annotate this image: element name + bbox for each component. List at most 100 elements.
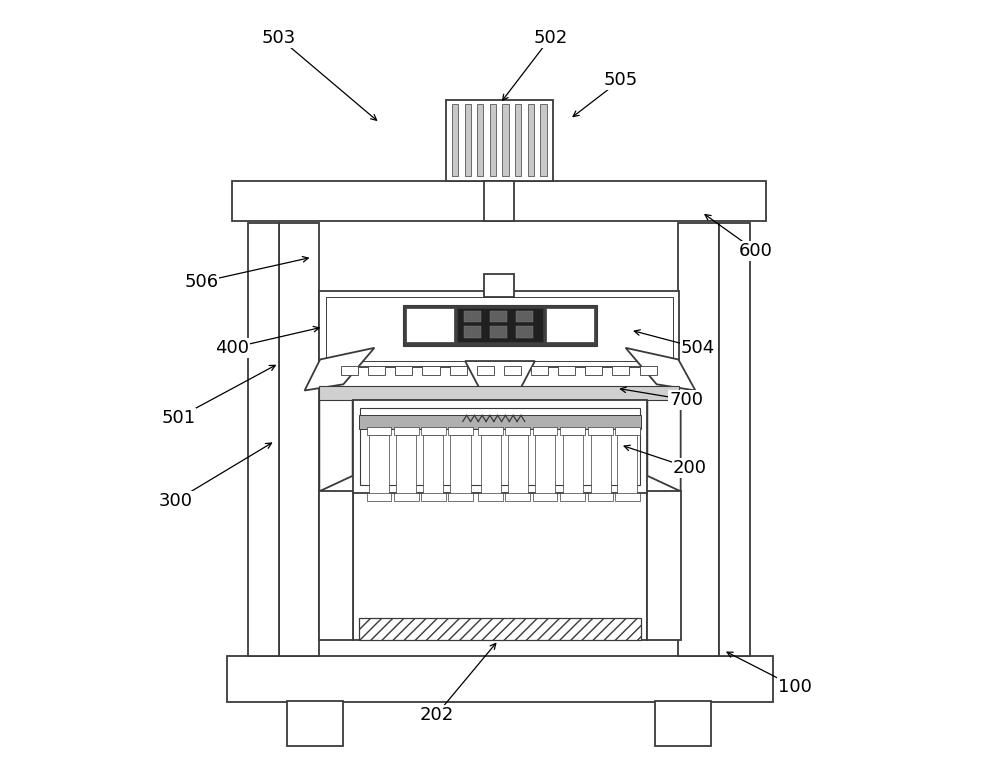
Bar [368, 366, 385, 375]
Bar [477, 105, 483, 177]
Text: 502: 502 [533, 29, 568, 47]
Bar [490, 326, 507, 337]
Bar [421, 427, 446, 435]
Polygon shape [305, 348, 374, 390]
Bar [319, 386, 679, 400]
Bar [531, 366, 548, 375]
Bar [612, 366, 629, 375]
Bar [394, 493, 419, 501]
Text: 501: 501 [161, 408, 195, 426]
Bar [678, 223, 719, 656]
Bar [588, 493, 613, 501]
Bar [423, 435, 443, 495]
Bar [558, 366, 575, 375]
Bar [353, 400, 647, 493]
Bar [367, 427, 391, 435]
Bar [560, 493, 585, 501]
Bar [615, 427, 640, 435]
Bar [504, 366, 521, 375]
Text: 600: 600 [739, 242, 773, 260]
Bar [326, 298, 673, 361]
Polygon shape [319, 400, 353, 491]
Bar [647, 491, 681, 640]
Text: 504: 504 [681, 339, 715, 357]
Bar [450, 366, 467, 375]
Bar [448, 493, 473, 501]
Polygon shape [647, 400, 681, 491]
Bar [279, 223, 319, 656]
Bar [484, 274, 514, 298]
Bar [516, 326, 533, 337]
Bar [403, 305, 597, 345]
Text: 400: 400 [215, 339, 249, 357]
Bar [617, 435, 637, 495]
Bar [560, 427, 585, 435]
Bar [490, 105, 496, 177]
Bar [484, 181, 514, 222]
Bar [227, 656, 773, 702]
Bar [481, 435, 501, 495]
Bar [516, 311, 533, 323]
Bar [450, 435, 471, 495]
Bar [353, 491, 647, 640]
Bar [359, 619, 641, 640]
Bar [478, 427, 503, 435]
Bar [540, 105, 547, 177]
Bar [287, 701, 343, 746]
Bar [533, 493, 557, 501]
Polygon shape [626, 348, 695, 390]
Bar [535, 435, 555, 495]
Text: 505: 505 [603, 71, 637, 89]
Bar [464, 311, 481, 323]
Text: 503: 503 [262, 29, 296, 47]
Bar [477, 366, 494, 375]
Bar [615, 493, 640, 501]
Bar [360, 408, 640, 485]
Bar [515, 105, 521, 177]
Bar [457, 308, 543, 342]
Bar [394, 427, 419, 435]
Bar [502, 105, 509, 177]
Bar [446, 100, 553, 181]
Bar [465, 105, 471, 177]
Text: 200: 200 [673, 459, 707, 477]
Text: 202: 202 [419, 706, 454, 724]
Bar [448, 427, 473, 435]
Bar [591, 435, 611, 495]
Bar [369, 435, 389, 495]
Text: 100: 100 [778, 678, 812, 696]
Bar [319, 291, 679, 367]
Text: 700: 700 [669, 390, 703, 408]
Bar [248, 223, 279, 656]
Bar [396, 435, 416, 495]
Bar [395, 366, 412, 375]
Bar [563, 435, 583, 495]
Bar [422, 366, 440, 375]
Bar [719, 223, 750, 656]
Bar [367, 493, 391, 501]
Bar [341, 366, 358, 375]
Bar [319, 491, 353, 640]
Polygon shape [465, 361, 535, 390]
Bar [490, 311, 507, 323]
Bar [508, 435, 528, 495]
Text: 300: 300 [159, 491, 193, 510]
Bar [505, 427, 530, 435]
Bar [585, 366, 602, 375]
Bar [464, 326, 481, 337]
Bar [484, 389, 514, 415]
Bar [640, 366, 657, 375]
Bar [359, 415, 641, 430]
Bar [528, 105, 534, 177]
Bar [232, 181, 766, 222]
Bar [505, 493, 530, 501]
Bar [546, 308, 594, 342]
Bar [452, 105, 458, 177]
Bar [588, 427, 613, 435]
Bar [533, 427, 557, 435]
Bar [406, 308, 454, 342]
Bar [655, 701, 711, 746]
Bar [478, 493, 503, 501]
Text: 506: 506 [184, 273, 219, 291]
Bar [421, 493, 446, 501]
